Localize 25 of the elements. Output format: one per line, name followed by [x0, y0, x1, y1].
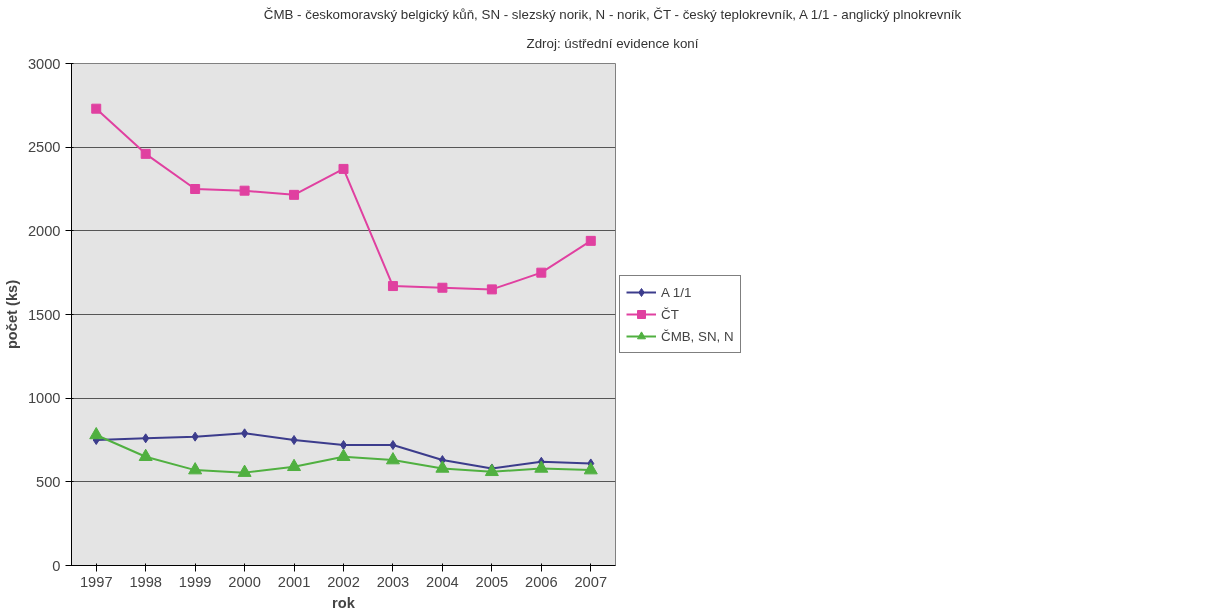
x-tick-label: 2000: [228, 573, 261, 590]
y-tick-label: 2500: [27, 139, 61, 156]
legend-label: A 1/1: [661, 284, 692, 300]
x-tick-label: 1999: [178, 573, 212, 590]
y-tick-label: 1000: [27, 390, 61, 407]
x-tick-label: 2002: [327, 573, 360, 590]
x-tick-label: 2003: [376, 573, 410, 590]
y-tick-label: 2000: [27, 222, 61, 239]
x-tick-label: 2005: [475, 573, 509, 590]
x-axis-title: rok: [332, 594, 356, 611]
legend-label: ČMB, SN, N: [661, 328, 734, 344]
y-tick-label: 500: [36, 473, 61, 490]
y-axis-title: počet (ks): [3, 279, 20, 350]
chart-title: ČMB - českomoravský belgický kůň, SN - slezský norik, N - norik, ČT - český teplokrevník, A 1/1 - anglický plnokrevník: [263, 6, 962, 24]
x-tick-label: 2004: [426, 573, 459, 590]
chart-subtitle: Zdroj: ústřední evidence koní: [526, 35, 699, 54]
y-tick-label: 0: [52, 557, 61, 574]
x-tick-label: 1997: [79, 573, 113, 590]
y-tick-label: 1500: [27, 306, 61, 323]
x-tick-label: 2007: [574, 573, 608, 590]
x-tick-label: 2006: [525, 573, 558, 590]
y-tick-label: 3000: [27, 55, 61, 72]
x-tick-label: 1998: [129, 573, 162, 590]
legend-label: ČT: [661, 306, 680, 322]
x-tick-label: 2001: [277, 573, 311, 590]
